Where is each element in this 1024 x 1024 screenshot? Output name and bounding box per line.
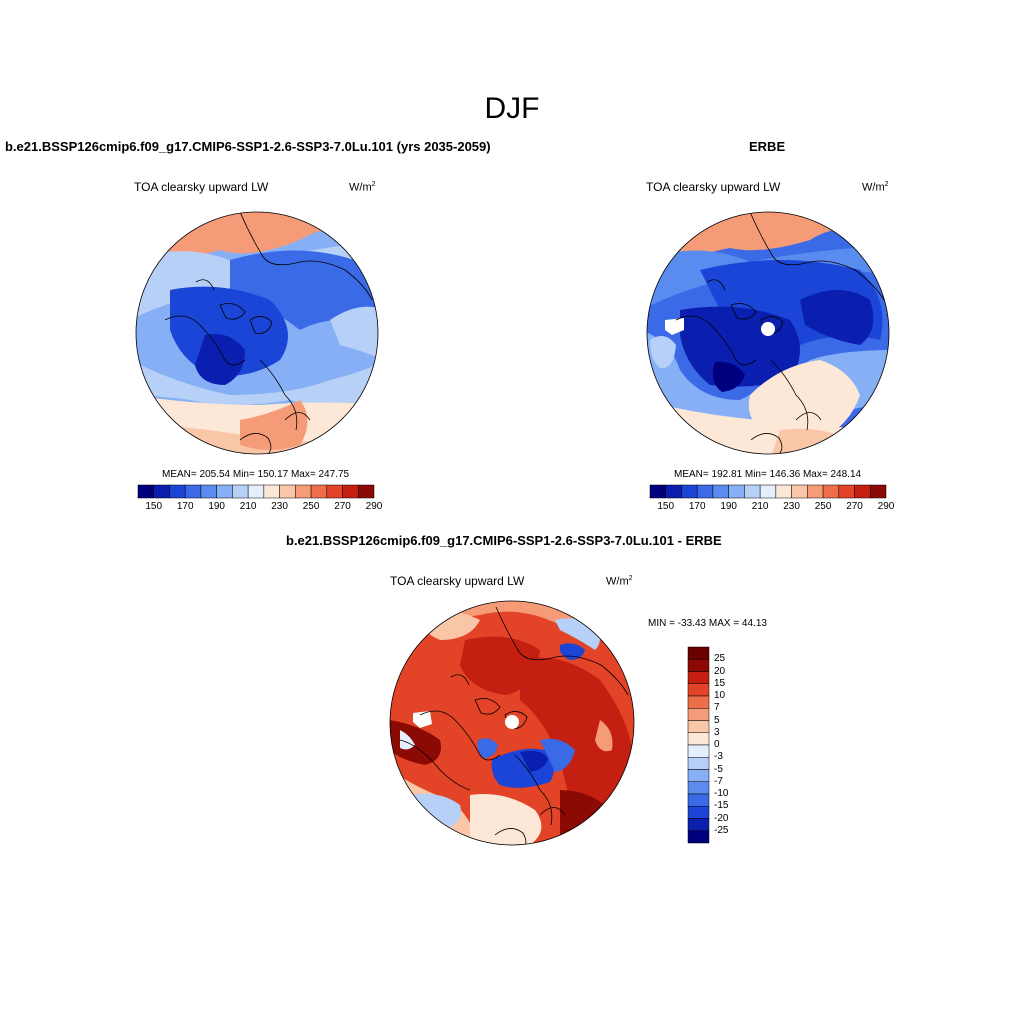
colorbar-box	[200, 484, 217, 499]
colorbar-box	[791, 484, 808, 499]
colorbar-tick-label: 230	[271, 501, 288, 512]
panel2-polar-map	[646, 211, 890, 455]
colorbar-box	[687, 671, 710, 684]
colorbar-tick-label: 190	[208, 501, 225, 512]
colorbar-box	[263, 484, 280, 499]
colorbar-tick-label: -7	[714, 775, 723, 787]
panel3-colorbar	[687, 646, 710, 844]
panel3-title: b.e21.BSSP126cmip6.f09_g17.CMIP6-SSP1-2.…	[286, 533, 722, 548]
colorbar-tick-label: 270	[846, 501, 863, 512]
colorbar-tick-label: -3	[714, 751, 723, 763]
figure-title: DJF	[484, 92, 540, 125]
colorbar-tick-label: 150	[657, 501, 675, 512]
colorbar-box	[744, 484, 761, 499]
colorbar-box	[696, 484, 714, 499]
colorbar-box	[687, 695, 710, 709]
colorbar-box	[712, 484, 729, 499]
colorbar-tick-label: 170	[176, 501, 194, 512]
colorbar-tick-label: 7	[714, 702, 720, 714]
colorbar-box	[687, 830, 710, 844]
colorbar-box	[807, 484, 824, 499]
panel2-variable-label: TOA clearsky upward LW	[646, 180, 781, 194]
panel2-stats: MEAN= 192.81 Min= 146.36 Max= 248.14	[674, 469, 862, 480]
colorbar-tick-label: 0	[714, 739, 720, 750]
colorbar-box	[681, 484, 698, 499]
panel1-stats: MEAN= 205.54 Min= 150.17 Max= 247.75	[162, 469, 350, 480]
panel2-title: ERBE	[749, 139, 786, 154]
colorbar-tick-label: 3	[714, 726, 720, 738]
panel3-variable-label: TOA clearsky upward LW	[390, 574, 525, 588]
colorbar-tick-label: -5	[714, 763, 723, 775]
panel3-stats: MIN = -33.43 MAX = 44.13	[648, 618, 767, 629]
colorbar-tick-label: 290	[877, 501, 895, 512]
colorbar-tick-label: 270	[334, 501, 351, 512]
colorbar-box	[247, 484, 265, 499]
colorbar-tick-label: 250	[814, 501, 832, 512]
colorbar-tick-label: 25	[714, 653, 726, 665]
colorbar-box	[326, 484, 343, 499]
colorbar-tick-label: 150	[145, 501, 163, 512]
colorbar-tick-label: 15	[714, 677, 726, 689]
panel1-units: W/m2	[349, 181, 376, 194]
colorbar-box	[870, 484, 887, 499]
colorbar-box	[358, 484, 375, 499]
colorbar-box	[665, 484, 682, 499]
colorbar-box	[687, 732, 710, 746]
colorbar-tick-label: -25	[714, 824, 729, 836]
panel2-colorbar	[649, 484, 887, 499]
colorbar-box	[153, 484, 170, 499]
colorbar-tick-label: -15	[714, 800, 729, 812]
colorbar-tick-label: -10	[714, 788, 729, 799]
colorbar-box	[232, 484, 249, 499]
colorbar-box	[687, 818, 710, 831]
panel2-units: W/m2	[862, 181, 889, 194]
panel1-title: b.e21.BSSP126cmip6.f09_g17.CMIP6-SSP1-2.…	[5, 139, 491, 154]
panel3-units: W/m2	[606, 575, 633, 588]
colorbar-tick-label: 230	[783, 501, 800, 512]
colorbar-box	[687, 757, 710, 770]
colorbar-box	[687, 806, 710, 819]
colorbar-tick-label: 20	[714, 665, 726, 677]
colorbar-box	[687, 720, 710, 733]
colorbar-box	[759, 484, 777, 499]
colorbar-tick-label: 210	[751, 501, 769, 512]
panel1-polar-map	[135, 211, 379, 455]
colorbar-tick-label: 5	[714, 714, 720, 726]
colorbar-box	[854, 484, 871, 499]
colorbar-tick-label: 210	[239, 501, 257, 512]
panel1-colorbar	[137, 484, 375, 499]
colorbar-box	[775, 484, 792, 499]
colorbar-box	[216, 484, 233, 499]
colorbar-tick-label: 10	[714, 690, 726, 701]
colorbar-box	[687, 769, 710, 782]
colorbar-box	[137, 484, 154, 499]
colorbar-box	[822, 484, 840, 499]
colorbar-box	[295, 484, 312, 499]
colorbar-box	[169, 484, 186, 499]
colorbar-tick-label: 190	[720, 501, 737, 512]
colorbar-box	[184, 484, 202, 499]
colorbar-box	[687, 744, 710, 758]
colorbar-box	[687, 793, 710, 807]
colorbar-tick-label: 250	[302, 501, 320, 512]
panel3-difference-map	[389, 600, 635, 846]
colorbar-box	[649, 484, 666, 499]
colorbar-box	[310, 484, 328, 499]
colorbar-box	[687, 683, 710, 697]
panel1-variable-label: TOA clearsky upward LW	[134, 180, 269, 194]
colorbar-box	[838, 484, 855, 499]
colorbar-box	[687, 646, 710, 660]
colorbar-box	[728, 484, 745, 499]
colorbar-tick-label: 290	[365, 501, 383, 512]
colorbar-box	[687, 781, 710, 795]
colorbar-tick-label: -20	[714, 812, 729, 824]
colorbar-tick-label: 170	[688, 501, 706, 512]
colorbar-box	[687, 659, 710, 672]
colorbar-box	[279, 484, 296, 499]
colorbar-box	[687, 708, 710, 721]
colorbar-box	[342, 484, 359, 499]
